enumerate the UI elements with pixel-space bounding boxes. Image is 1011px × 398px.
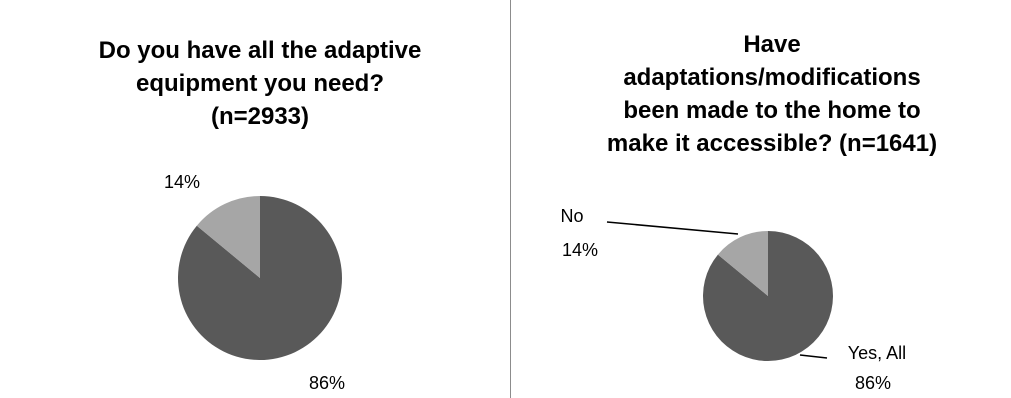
leader-line-yes — [799, 354, 828, 359]
category-label-no: No — [560, 206, 583, 226]
chart-title: Have adaptations/modifications been made… — [606, 31, 938, 157]
pie-chart-home-modifications: No 14% Yes, All 86% — [560, 206, 906, 393]
chart-panel-home-modifications: Have adaptations/modifications been made… — [512, 0, 1011, 398]
chart-panel-adaptive-equipment: Do you have all the adaptive equipment y… — [98, 0, 511, 398]
category-label-yes: Yes, All — [848, 343, 906, 363]
pie-slice-minority — [717, 231, 768, 296]
pie-chart-adaptive-equipment: 86% 14% — [164, 172, 345, 393]
data-label-yes-pct: 86% — [855, 373, 891, 393]
pie-slice-majority — [178, 196, 343, 360]
chart-title: Do you have all the adaptive equipment y… — [98, 37, 422, 130]
pie-slice-minority — [196, 196, 260, 278]
data-label-minority-pct: 14% — [164, 172, 200, 192]
leader-line-no — [606, 221, 739, 235]
data-label-no-pct: 14% — [562, 240, 598, 260]
data-label-majority-pct: 86% — [309, 373, 345, 393]
